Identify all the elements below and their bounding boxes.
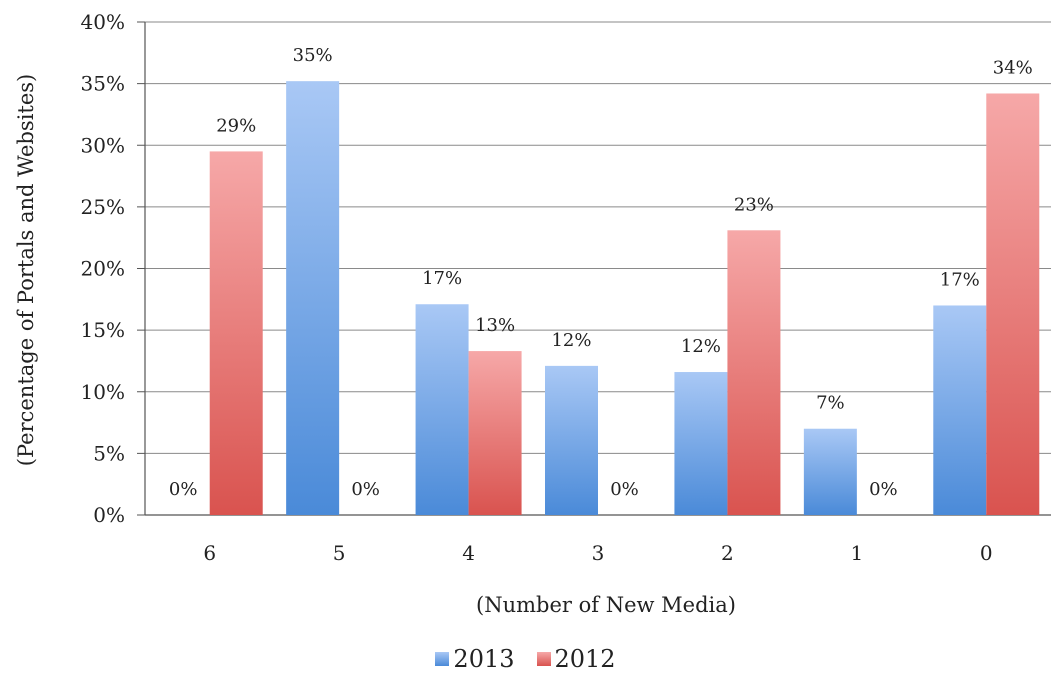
data-label-2013: 12% bbox=[551, 330, 591, 351]
x-tick-label: 3 bbox=[592, 541, 605, 565]
x-tick-label: 2 bbox=[721, 541, 734, 565]
y-tick-label: 10% bbox=[81, 380, 125, 404]
bar-2012-2 bbox=[727, 230, 781, 516]
y-axis-title: (Percentage of Portals and Websites) bbox=[14, 74, 38, 466]
data-label-2012: 23% bbox=[734, 194, 774, 215]
data-label-2012: 13% bbox=[475, 315, 515, 336]
y-tick-label: 5% bbox=[93, 441, 125, 465]
legend-label-2013: 2013 bbox=[453, 645, 515, 673]
data-label-2013: 0% bbox=[169, 479, 198, 500]
bar-2013-0 bbox=[933, 305, 987, 515]
data-label-2013: 17% bbox=[422, 268, 462, 289]
bar-2012-4 bbox=[468, 351, 522, 515]
legend: 2013 2012 bbox=[0, 644, 1051, 674]
data-label-2013: 17% bbox=[940, 269, 980, 290]
bar-2012-6 bbox=[209, 151, 263, 515]
y-tick-label: 30% bbox=[81, 133, 125, 157]
bar-chart: 0%5%10%15%20%25%30%35%40% 60%29%535%0%41… bbox=[14, 10, 1051, 617]
data-label-2012: 29% bbox=[216, 115, 256, 136]
bar-2013-1 bbox=[803, 428, 857, 515]
data-label-2012: 0% bbox=[351, 479, 380, 500]
x-tick-label: 1 bbox=[850, 541, 863, 565]
y-tick-label: 35% bbox=[81, 72, 125, 96]
bar-2013-4 bbox=[415, 304, 469, 515]
data-label-2013: 7% bbox=[816, 393, 845, 414]
data-label-2013: 12% bbox=[681, 336, 721, 357]
legend-swatch-2012 bbox=[536, 652, 551, 666]
y-tick-label: 20% bbox=[81, 257, 125, 281]
x-tick-label: 6 bbox=[203, 541, 216, 565]
x-tick-label: 4 bbox=[462, 541, 475, 565]
x-tick-label: 0 bbox=[980, 541, 993, 565]
y-tick-label: 25% bbox=[81, 195, 125, 219]
bar-2013-5 bbox=[286, 81, 340, 515]
legend-item-2013: 2013 bbox=[435, 645, 515, 673]
bar-2013-3 bbox=[545, 365, 598, 515]
data-label-2012: 0% bbox=[610, 479, 639, 500]
y-tick-label: 0% bbox=[93, 503, 125, 527]
legend-item-2012: 2012 bbox=[536, 645, 616, 673]
x-tick-label: 5 bbox=[333, 541, 346, 565]
bar-2012-0 bbox=[986, 93, 1040, 516]
legend-label-2012: 2012 bbox=[554, 645, 616, 673]
data-label-2013: 35% bbox=[293, 45, 333, 66]
data-label-2012: 0% bbox=[869, 479, 898, 500]
x-axis-title: (Number of New Media) bbox=[476, 593, 736, 617]
data-label-2012: 34% bbox=[993, 57, 1033, 78]
legend-swatch-2013 bbox=[435, 652, 450, 666]
y-tick-label: 15% bbox=[81, 318, 125, 342]
y-tick-label: 40% bbox=[81, 10, 125, 34]
bar-2013-2 bbox=[674, 372, 728, 515]
